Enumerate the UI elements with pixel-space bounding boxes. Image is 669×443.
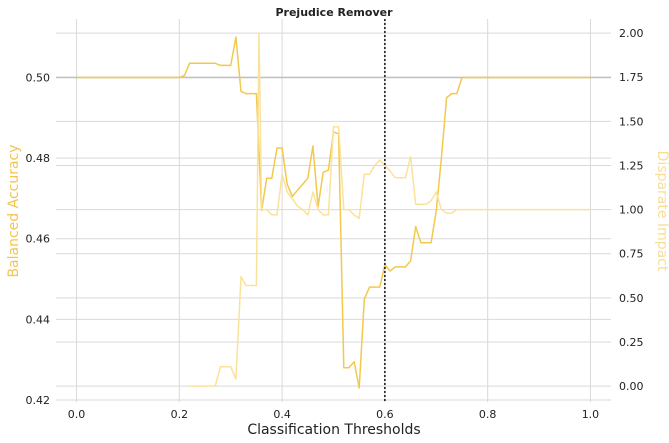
y-right-tick-label: 1.50 (619, 115, 644, 128)
y-right-tick-label: 0.75 (619, 248, 644, 261)
y-left-tick-label: 0.44 (26, 313, 51, 326)
y-left-tick-label: 0.42 (26, 394, 51, 407)
series-layer (76, 32, 591, 389)
y-left-tick-label: 0.46 (26, 233, 51, 246)
x-axis-title: Classification Thresholds (247, 422, 420, 438)
x-tick-label: 0.4 (273, 408, 291, 421)
x-tick-label: 1.0 (582, 408, 600, 421)
x-tick-label: 0.6 (376, 408, 394, 421)
ticks-layer: 0.0 0.2 0.4 0.6 0.8 1.0 0.42 0.44 0.46 0.48 0.50 0.… (26, 27, 644, 421)
y-right-tick-label: 1.00 (619, 204, 644, 217)
x-tick-label: 0.0 (68, 408, 86, 421)
y-right-tick-label: 1.75 (619, 71, 644, 84)
y-left-tick-label: 0.48 (26, 152, 51, 165)
y-right-tick-label: 0.25 (619, 336, 644, 349)
y-right-tick-label: 1.25 (619, 159, 644, 172)
y-left-tick-label: 0.50 (26, 71, 51, 84)
series-balanced-accuracy-line (76, 36, 591, 389)
y-right-tick-label: 0.00 (619, 380, 644, 393)
y-right-tick-label: 2.00 (619, 27, 644, 40)
x-tick-label: 0.2 (171, 408, 189, 421)
right-y-axis-title: Disparate Impact (654, 151, 669, 272)
left-y-axis-title: Balanced Accuracy (6, 144, 22, 277)
series-disparate-impact-line (189, 32, 591, 387)
chart-title: Prejudice Remover (275, 6, 393, 19)
x-tick-label: 0.8 (479, 408, 497, 421)
grid-layer (56, 19, 611, 402)
y-right-tick-label: 0.50 (619, 292, 644, 305)
